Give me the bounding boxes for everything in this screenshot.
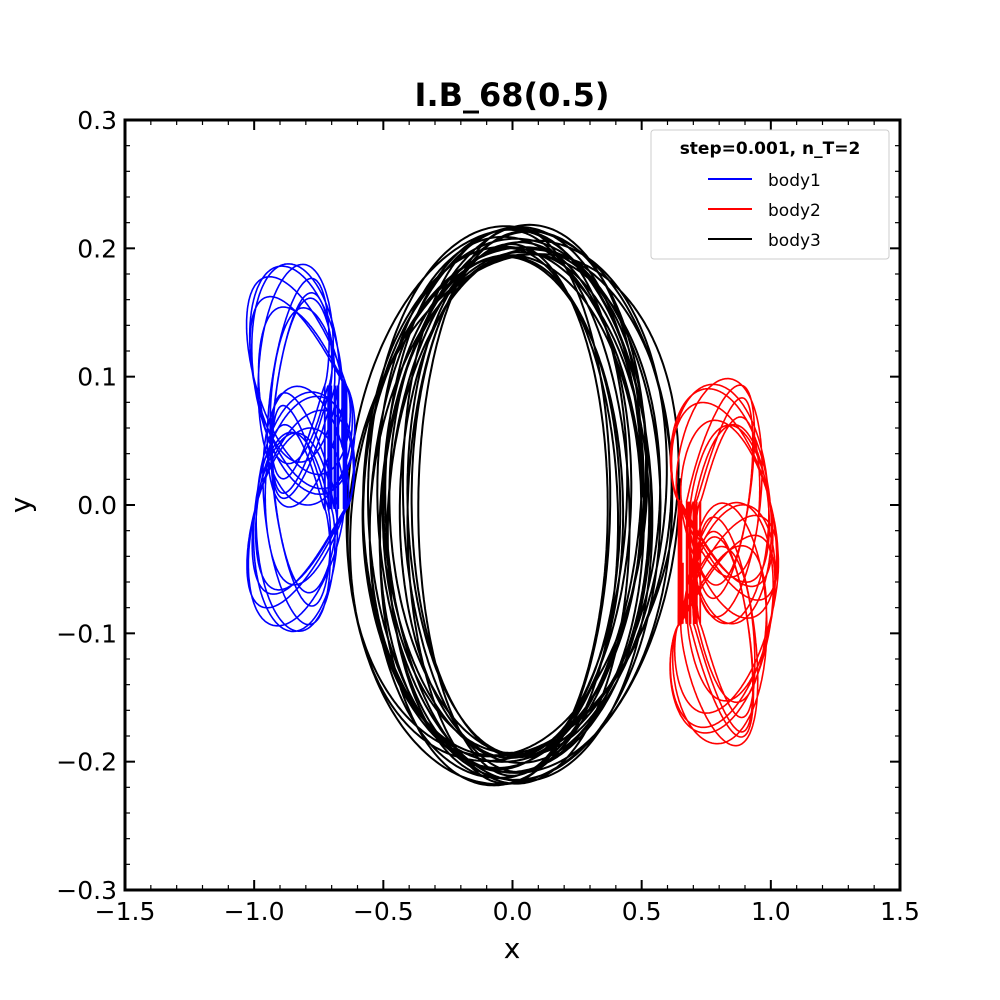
legend-title: step=0.001, n_T=2: [680, 139, 861, 159]
plot-frame: [123, 118, 902, 892]
legend: step=0.001, n_T=2 body1 body2 body3: [650, 129, 890, 260]
x-tick-label: 0.5: [622, 897, 662, 926]
series-layer: [245, 223, 780, 787]
x-tick-label: −0.5: [353, 897, 414, 926]
y-tick-label: 0.1: [77, 363, 117, 392]
x-tick-label: −1.5: [95, 897, 156, 926]
legend-label-body1: body1: [768, 171, 821, 191]
y-tick-label: −0.2: [56, 748, 117, 777]
x-tick-label: −1.0: [224, 897, 285, 926]
y-tick-label: 0.0: [77, 491, 117, 520]
legend-label-body2: body2: [768, 201, 821, 221]
y-tick-label: 0.2: [77, 234, 117, 263]
x-tick-label: 0.0: [493, 897, 533, 926]
x-tick-labels: −1.5 −1.0 −0.5 0.0 0.5 1.0 1.5: [95, 897, 920, 926]
series-body2: [669, 377, 780, 747]
x-axis-label: x: [504, 932, 521, 965]
chart-title: I.B_68(0.5): [415, 76, 610, 114]
x-tick-label: 1.0: [751, 897, 791, 926]
y-tick-label: 0.3: [77, 106, 117, 135]
series-body3: [345, 223, 681, 787]
y-tick-label: −0.1: [56, 619, 117, 648]
x-tick-label: 1.5: [880, 897, 920, 926]
y-axis-label: y: [4, 497, 37, 514]
legend-box: [650, 129, 890, 260]
legend-label-body3: body3: [768, 231, 821, 251]
series-body1: [245, 263, 356, 633]
y-tick-label: −0.3: [56, 876, 117, 905]
y-tick-labels: −0.3 −0.2 −0.1 0.0 0.1 0.2 0.3: [56, 106, 117, 905]
